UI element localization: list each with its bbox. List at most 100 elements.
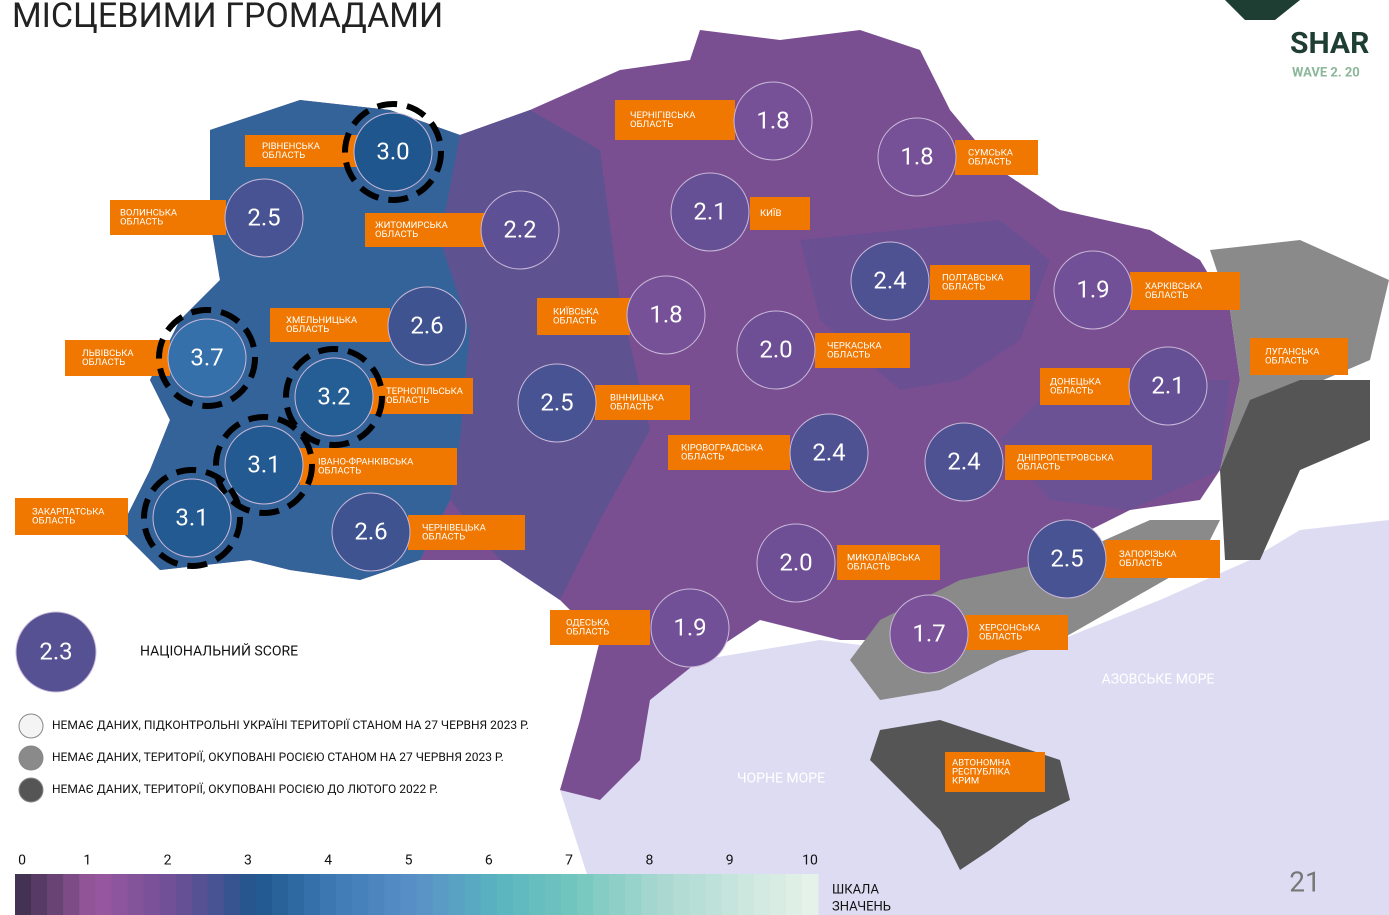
region-label-box <box>750 197 810 230</box>
page-number: 21 <box>1289 865 1320 898</box>
scale-segment <box>368 874 385 915</box>
scale-segment <box>223 874 241 915</box>
score: 3.1 <box>247 450 280 478</box>
region-label-box <box>815 333 910 368</box>
region-label-box <box>1040 368 1130 405</box>
score-circle <box>670 172 750 252</box>
scale-tick: 2 <box>164 853 172 869</box>
scale-segment <box>416 874 434 915</box>
score: 2.5 <box>1050 544 1083 572</box>
region-label: ОБЛАСТЬ <box>979 632 1022 643</box>
scale-segment <box>480 874 498 915</box>
region-label-box <box>1005 445 1152 480</box>
score-circle <box>1128 346 1208 426</box>
scale-segment <box>207 874 225 915</box>
score-circle <box>152 478 232 558</box>
scale-segment <box>544 874 562 915</box>
region-label: ХМЕЛЬНИЦЬКА <box>286 315 358 326</box>
region-label: ОБЛАСТЬ <box>1265 356 1308 367</box>
score-circle <box>650 588 730 668</box>
scale-segment <box>561 874 578 915</box>
region-label-box <box>537 298 630 335</box>
region-label: ЛУГАНСЬКА <box>1265 347 1320 358</box>
region-label: ЗАПОРІЗЬКА <box>1119 549 1177 560</box>
national-label: НАЦІОНАЛЬНИЙ SCORE <box>140 643 298 660</box>
scale-tick: 9 <box>726 853 734 869</box>
score: 2.6 <box>410 311 443 339</box>
legend-label: НЕМАЄ ДАНИХ, ТЕРИТОРІЇ, ОКУПОВАНІ РОСІЄЮ… <box>52 781 438 796</box>
logo-sub: WAVE 2. 20 <box>1292 65 1360 80</box>
national-score: 2.3 <box>39 637 72 665</box>
region-label-box <box>615 100 735 140</box>
scale-segment <box>111 874 128 915</box>
scale-segment <box>304 874 321 915</box>
score: 2.4 <box>873 266 906 294</box>
region-label-box <box>945 752 1045 792</box>
region-label: ВОЛИНСЬКА <box>120 208 178 219</box>
scale-segment <box>191 874 209 915</box>
region-label: ОБЛАСТЬ <box>1145 290 1188 301</box>
score-circle <box>626 275 706 355</box>
score: 3.0 <box>376 137 409 165</box>
occupied-2023 <box>1210 240 1389 560</box>
region-label: ІВАНО-ФРАНКІВСЬКА <box>318 457 414 468</box>
score-circle <box>167 318 247 398</box>
national-circle <box>15 611 97 693</box>
scale-tick: 6 <box>485 853 493 869</box>
region-label-box <box>365 213 485 247</box>
scale-segment <box>143 874 161 915</box>
highlight-ring <box>342 101 444 203</box>
region-label: ОБЛАСТЬ <box>681 452 724 463</box>
region-label: ЖИТОМИРСЬКА <box>375 220 449 231</box>
scale-tick: 0 <box>18 853 26 869</box>
score-circle <box>387 286 467 366</box>
scale-segment <box>512 874 530 915</box>
region-label-box <box>370 378 473 414</box>
region-label: ОБЛАСТЬ <box>1017 462 1060 473</box>
region-label: ЧЕРКАСЬКА <box>827 341 882 352</box>
region-label-box <box>930 265 1030 300</box>
scale-segment <box>47 874 64 915</box>
region-label: ОБЛАСТЬ <box>1119 558 1162 569</box>
sea-label: ЧОРНЕ МОРЕ <box>737 771 825 787</box>
scale-segment <box>336 874 353 915</box>
score: 3.7 <box>190 343 223 371</box>
scale-segment <box>239 874 257 915</box>
scale-segment <box>63 874 80 915</box>
score-circle <box>353 112 433 192</box>
scale-segment <box>753 874 771 915</box>
scale-segment <box>769 874 787 915</box>
score: 1.7 <box>912 619 945 647</box>
region-label: ОБЛАСТЬ <box>318 466 361 477</box>
legend-swatch <box>18 777 44 803</box>
region-label: ХАРКІВСЬКА <box>1145 281 1203 292</box>
region-label: ОБЛАСТЬ <box>1050 386 1093 397</box>
region-label: ОБЛАСТЬ <box>827 350 870 361</box>
score: 2.5 <box>540 388 573 416</box>
scale-label: ЗНАЧЕНЬ <box>832 899 891 914</box>
region-label: ОБЛАСТЬ <box>422 532 465 543</box>
region-label-box <box>668 435 790 470</box>
score: 2.4 <box>947 447 980 475</box>
logo: SHAR <box>1290 26 1369 61</box>
scale-tick: 1 <box>83 853 91 869</box>
region-label: ОБЛАСТЬ <box>553 316 596 327</box>
region-label-box <box>837 545 940 580</box>
region-label: СУМСЬКА <box>968 148 1014 159</box>
scale-segment <box>31 874 48 915</box>
highlight-ring <box>213 414 315 516</box>
scale-segment <box>593 874 610 915</box>
region-label: ОБЛАСТЬ <box>120 217 163 228</box>
scale-segment <box>577 874 594 915</box>
scale-segment <box>352 874 369 915</box>
region-label-box <box>110 200 226 235</box>
region-label: ОБЛАСТЬ <box>942 282 985 293</box>
region-label: РЕСПУБЛІКА <box>952 767 1011 778</box>
scale-segment <box>689 874 707 915</box>
region-label: ЧЕРНІВЕЦЬКА <box>422 523 487 534</box>
highlight-ring <box>156 307 258 409</box>
region-label: ЧЕРНІГІВСЬКА <box>630 110 696 121</box>
score-circle <box>877 117 957 197</box>
legend-label: НЕМАЄ ДАНИХ, ТЕРИТОРІЇ, ОКУПОВАНІ РОСІЄЮ… <box>52 749 504 764</box>
